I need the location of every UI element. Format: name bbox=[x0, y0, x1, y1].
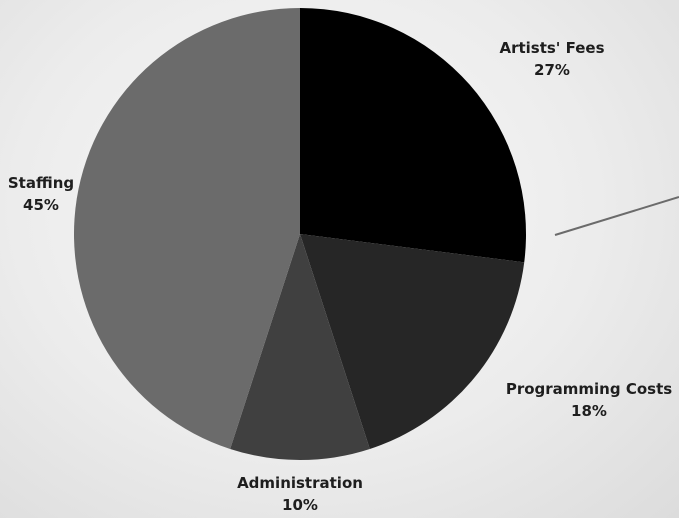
label-artists-fees-value: 27% bbox=[534, 61, 570, 79]
label-administration: Administration 10% bbox=[237, 472, 363, 516]
label-administration-name: Administration bbox=[237, 474, 363, 492]
label-artists-fees-name: Artists' Fees bbox=[499, 39, 605, 57]
pie-slice-programming-costs bbox=[300, 234, 525, 449]
pie-slice-artists-fees bbox=[300, 8, 527, 263]
label-artists-fees: Artists' Fees 27% bbox=[499, 37, 604, 81]
label-staffing-value: 45% bbox=[23, 196, 59, 214]
label-staffing-name: Staffing bbox=[7, 174, 75, 192]
leader-line bbox=[554, 196, 679, 236]
label-administration-value: 10% bbox=[282, 496, 318, 514]
pie-slice-administration bbox=[230, 234, 370, 461]
label-programming-costs-name: Programming Costs bbox=[505, 380, 673, 398]
pie-slice-staffing bbox=[73, 8, 301, 449]
label-programming-costs-value: 18% bbox=[571, 402, 607, 420]
label-programming-costs: Programming Costs 18% bbox=[506, 378, 672, 422]
label-staffing: Staffing 45% bbox=[8, 172, 74, 216]
